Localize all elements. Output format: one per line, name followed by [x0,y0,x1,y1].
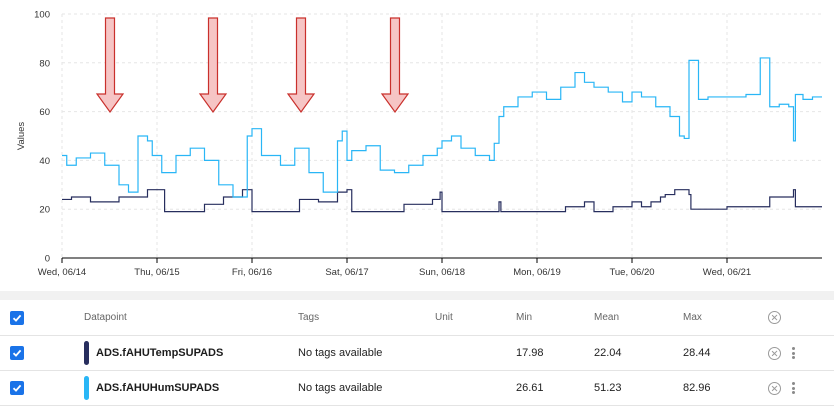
table-row: ADS.fAHUTempSUPADS No tags available 17.… [0,336,834,371]
header-min[interactable]: Min [516,312,533,323]
y-tick-label: 100 [34,10,50,21]
annotation-arrow [286,17,316,114]
max-value: 82.96 [683,382,711,394]
series-color-swatch [84,341,89,365]
annotation-arrow [380,17,410,114]
more-options-icon[interactable] [792,347,795,359]
min-value: 26.61 [516,382,544,394]
table-row: ADS.fAHUHumSUPADS No tags available 26.6… [0,371,834,406]
datapoint-table: Datapoint Tags Unit Min Mean Max ADS.fAH… [0,300,834,406]
y-tick-label: 60 [39,107,50,118]
table-header-row: Datapoint Tags Unit Min Mean Max [0,300,834,336]
y-tick-label: 80 [39,58,50,69]
x-tick-label: Wed, 06/14 [38,267,86,278]
annotation-arrow [95,17,125,114]
header-max[interactable]: Max [683,312,702,323]
annotation-arrow [198,17,228,114]
more-options-icon[interactable] [792,382,795,394]
row-checkbox[interactable] [10,381,24,395]
max-value: 28.44 [683,347,711,359]
header-mean[interactable]: Mean [594,312,620,323]
x-tick-label: Wed, 06/21 [703,267,751,278]
chart-table-separator [0,291,834,300]
remove-row-icon[interactable] [768,346,781,360]
select-all-checkbox[interactable] [10,310,24,325]
row-checkbox[interactable] [10,346,24,360]
y-tick-label: 40 [39,156,50,167]
line-chart: 0 20 40 60 80 100 Wed, 06/14 Thu, 06/15 Fri, 06/… [16,10,822,278]
header-tags[interactable]: Tags [298,312,320,323]
remove-row-icon[interactable] [768,381,781,395]
datapoint-name[interactable]: ADS.fAHUTempSUPADS [96,347,224,359]
mean-value: 22.04 [594,347,622,359]
y-tick-label: 0 [45,254,50,265]
series-line [62,189,822,213]
y-tick-label: 20 [39,205,50,216]
x-tick-label: Fri, 06/16 [232,267,272,278]
x-tick-label: Mon, 06/19 [513,267,561,278]
x-tick-label: Sun, 06/18 [419,267,465,278]
x-tick-label: Sat, 06/17 [325,267,368,278]
tags-value: No tags available [298,347,383,359]
series-line [62,57,822,198]
x-tick-label: Tue, 06/20 [609,267,654,278]
header-unit[interactable]: Unit [435,312,453,323]
x-tick-label: Thu, 06/15 [134,267,179,278]
y-axis-title: Values [16,122,27,151]
mean-value: 51.23 [594,382,622,394]
remove-all-icon[interactable] [768,311,781,324]
datapoint-name[interactable]: ADS.fAHUHumSUPADS [96,382,220,394]
header-datapoint[interactable]: Datapoint [84,312,127,323]
min-value: 17.98 [516,347,544,359]
series-color-swatch [84,376,89,400]
chart-area: 0 20 40 60 80 100 Wed, 06/14 Thu, 06/15 Fri, 06/… [16,10,822,278]
tags-value: No tags available [298,382,383,394]
